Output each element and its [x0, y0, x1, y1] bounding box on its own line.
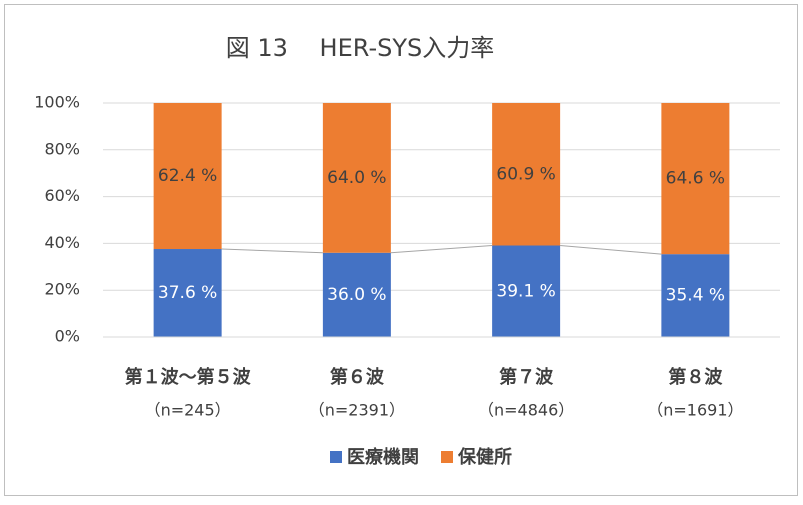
x-tick-label: 第８波: [668, 366, 723, 388]
data-label: 35.4 %: [666, 286, 725, 306]
y-tick-label: 20%: [44, 280, 80, 299]
data-label: 37.6 %: [158, 283, 217, 303]
bar-segment: [153, 249, 222, 337]
legend-swatch: [330, 451, 342, 463]
series-line: [560, 245, 662, 255]
legend-label: 保健所: [457, 446, 512, 468]
x-tick-label: （n=1691）: [647, 401, 743, 420]
x-tick-label: 第１波～第５波: [125, 366, 252, 388]
bar-segment: [492, 245, 561, 337]
y-tick-label: 40%: [44, 233, 80, 252]
data-label: 60.9 %: [496, 164, 555, 184]
data-label: 36.0 %: [327, 285, 386, 305]
x-tick-label: （n=4846）: [478, 401, 574, 420]
series-line: [221, 248, 323, 254]
x-tick-label: 第７波: [499, 366, 554, 388]
data-label: 64.0 %: [327, 168, 386, 188]
bar-segment: [322, 103, 391, 253]
y-tick-label: 0%: [55, 327, 80, 346]
data-label: 64.6 %: [666, 169, 725, 189]
y-tick-label: 100%: [34, 93, 80, 112]
chart-title: 図 13 HER-SYS入力率: [226, 34, 495, 62]
series-line: [390, 245, 493, 254]
y-tick-label: 80%: [44, 139, 80, 158]
bar-segment: [492, 103, 561, 246]
x-tick-label: （n=245）: [145, 401, 231, 420]
data-label: 39.1 %: [496, 281, 555, 301]
legend-label: 医療機関: [347, 446, 419, 468]
bar-segment: [661, 254, 730, 337]
data-label: 62.4 %: [158, 166, 217, 186]
bar-segment: [661, 103, 730, 255]
bar-segment: [322, 252, 391, 337]
x-tick-label: （n=2391）: [309, 401, 405, 420]
y-tick-label: 60%: [44, 186, 80, 205]
x-tick-label: 第６波: [330, 366, 385, 388]
bar-segment: [153, 103, 222, 250]
legend-swatch: [441, 451, 453, 463]
